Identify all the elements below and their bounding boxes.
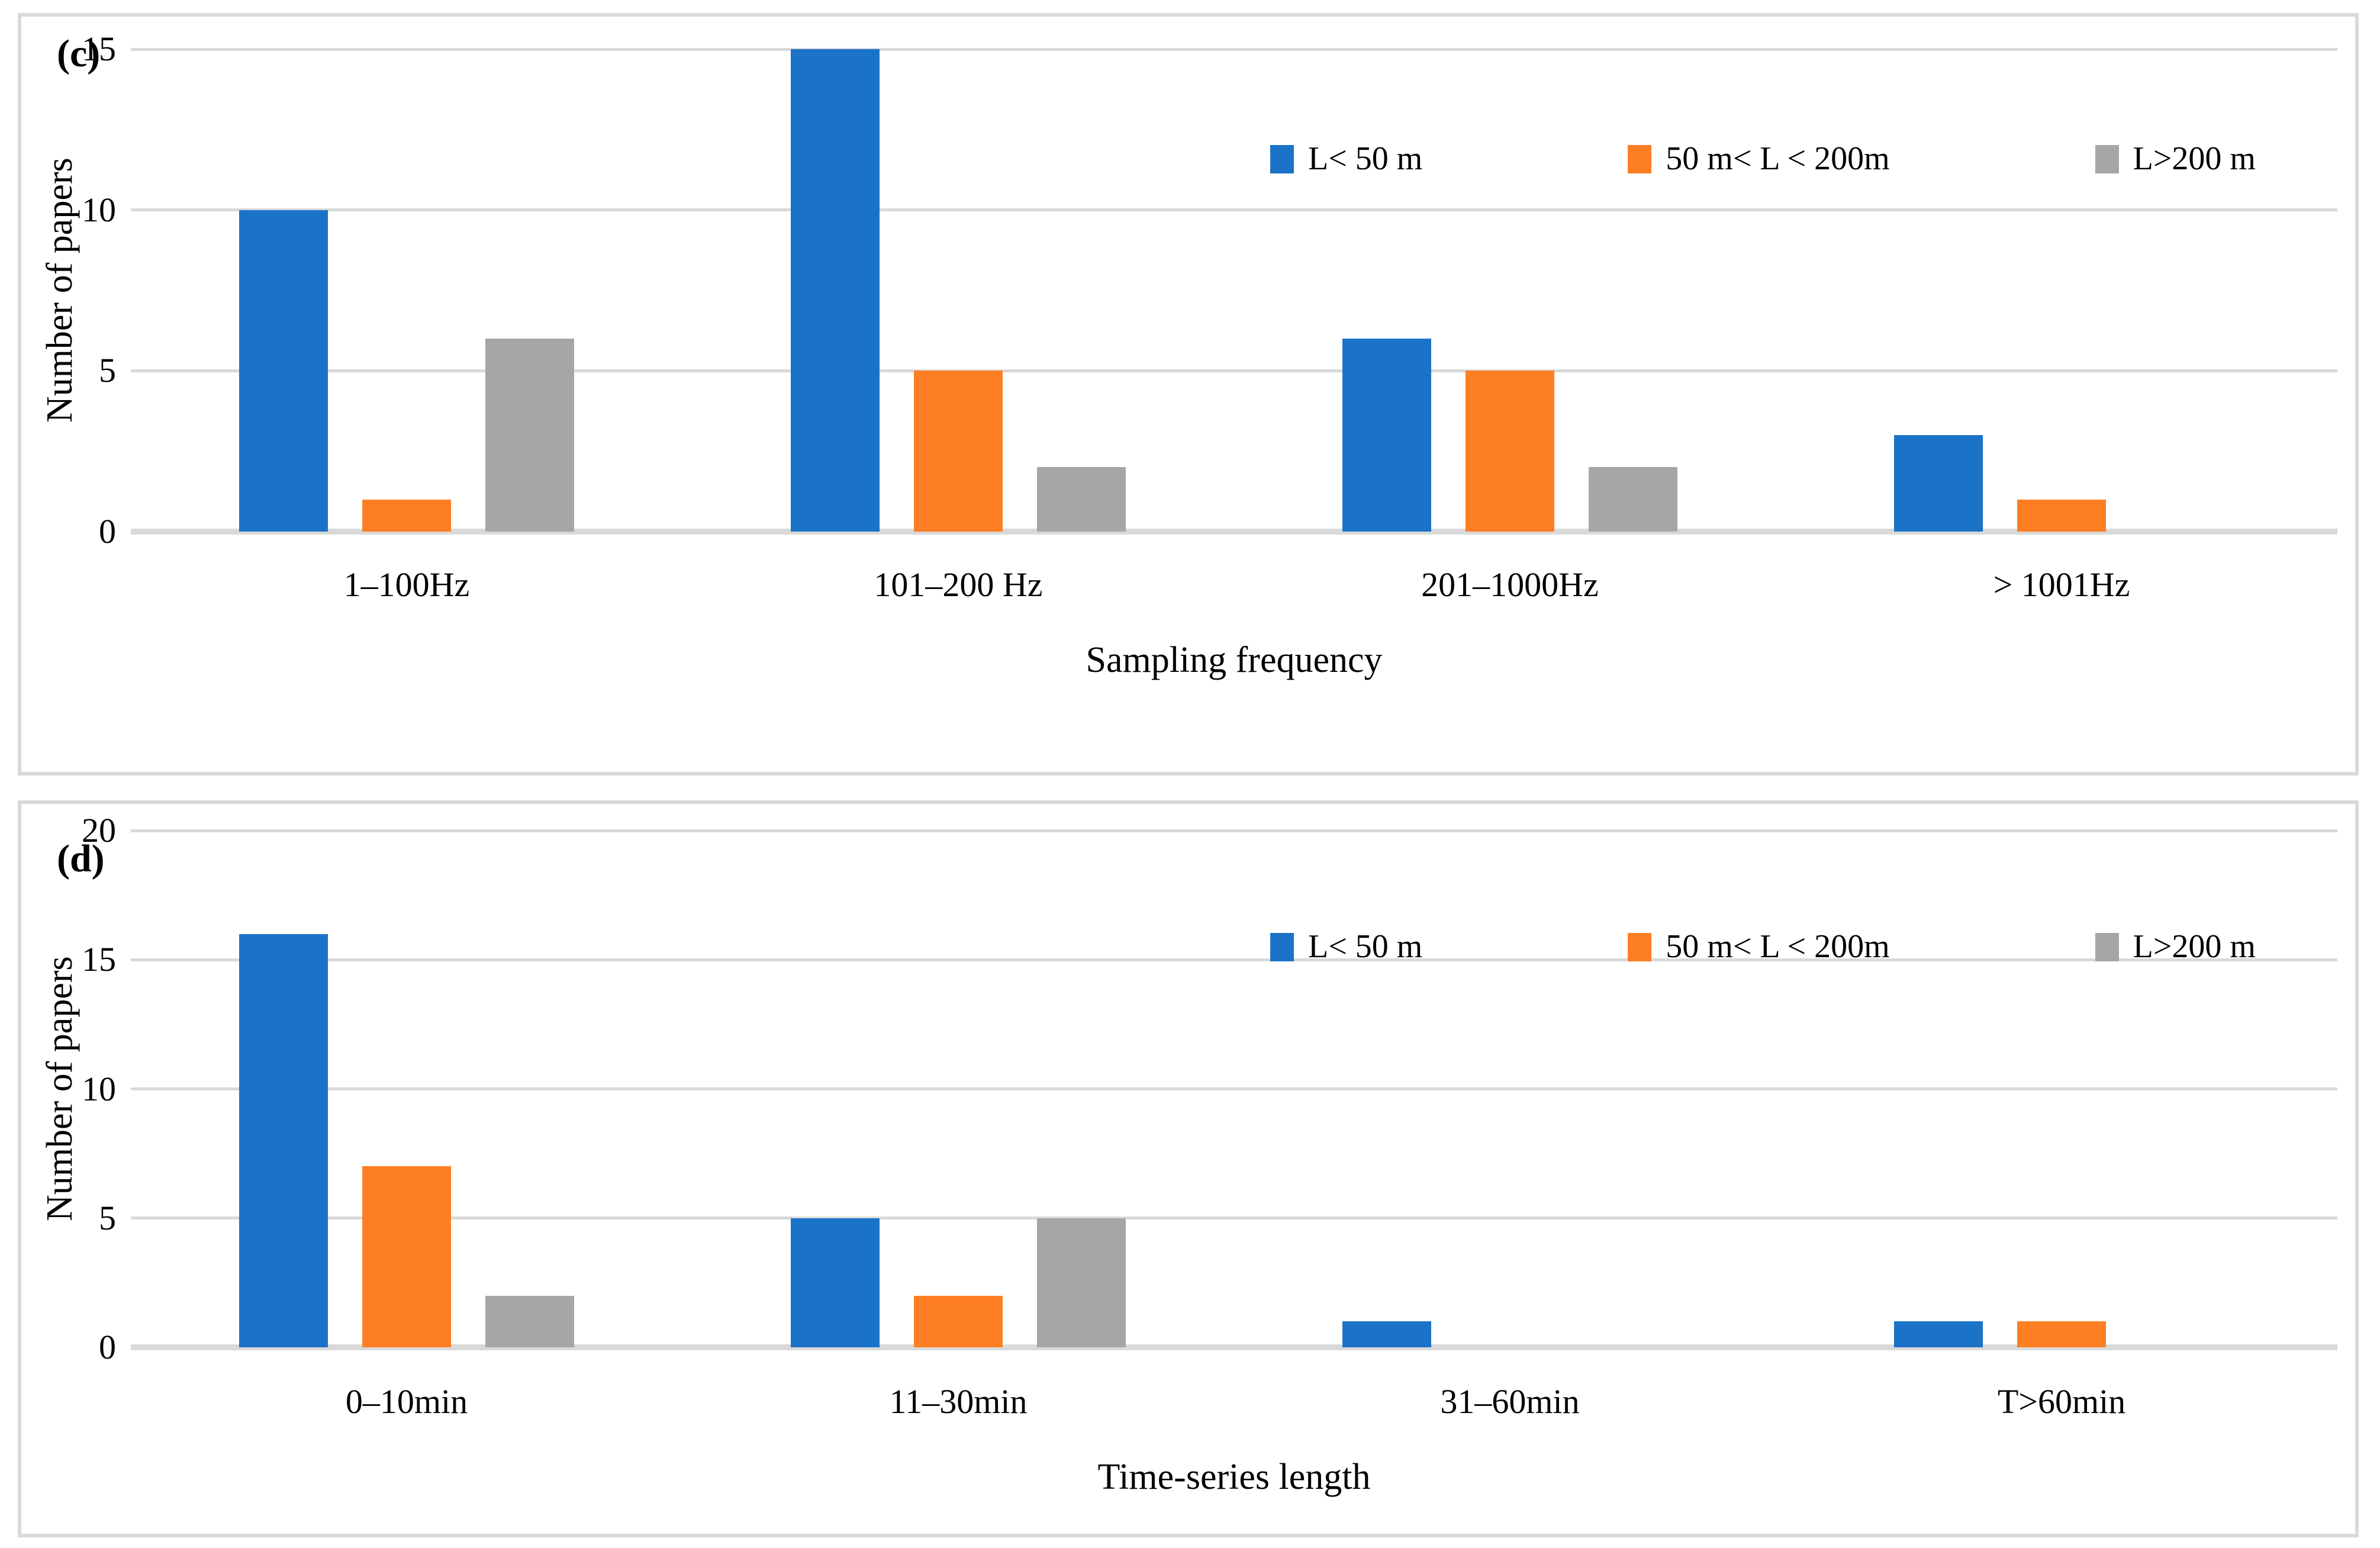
gridline-y10 bbox=[131, 1087, 2337, 1090]
x-tick-label-1: 0–10min bbox=[345, 1382, 468, 1421]
plot-area bbox=[131, 829, 2337, 1350]
bar bbox=[239, 934, 328, 1347]
bar bbox=[2017, 499, 2106, 532]
legend: L< 50 m 50 m< L < 200m L>200 m bbox=[1270, 139, 2256, 180]
bar bbox=[485, 1295, 574, 1347]
bar bbox=[1466, 371, 1554, 532]
legend-item: L>200 m bbox=[2095, 141, 2256, 178]
x-category-labels: 1–100Hz 101–200 Hz 201–1000Hz > 1001Hz bbox=[131, 564, 2337, 606]
bar bbox=[1894, 1321, 1983, 1347]
legend-swatch-icon bbox=[1628, 933, 1652, 961]
gridline-y15 bbox=[131, 958, 2337, 961]
x-tick-label-2: 101–200 Hz bbox=[874, 565, 1043, 604]
x-tick-label-2: 11–30min bbox=[889, 1382, 1028, 1421]
bar-group-2 bbox=[682, 49, 1234, 532]
x-axis-baseline bbox=[131, 1344, 2337, 1350]
x-axis-baseline bbox=[131, 529, 2337, 535]
legend-item: L< 50 m bbox=[1270, 929, 1422, 966]
x-tick-label-4: > 1001Hz bbox=[1993, 565, 2130, 604]
legend-item: 50 m< L < 200m bbox=[1628, 928, 1890, 966]
bar-group-2 bbox=[682, 831, 1234, 1347]
gridline-y5 bbox=[131, 1216, 2337, 1220]
bar bbox=[791, 49, 880, 532]
plot-area bbox=[131, 47, 2337, 535]
y-axis-title: Number of papers bbox=[40, 157, 80, 423]
bar-group-4 bbox=[1786, 831, 2337, 1347]
y-tick-label-0: 0 bbox=[99, 1328, 116, 1366]
bar-group-1 bbox=[131, 831, 682, 1347]
y-tick-label-15: 15 bbox=[82, 30, 116, 68]
panel-d: (d) Number of papers 0–10min 11–30min 31–6… bbox=[18, 800, 2359, 1537]
bar bbox=[362, 1166, 451, 1347]
legend-item: L>200 m bbox=[2095, 929, 2256, 966]
bar bbox=[1037, 467, 1126, 532]
y-tick-label-5: 5 bbox=[99, 351, 116, 390]
bar bbox=[914, 371, 1003, 532]
bar bbox=[485, 339, 574, 532]
legend-label: L>200 m bbox=[2133, 140, 2256, 178]
bar bbox=[239, 210, 328, 532]
x-tick-label-3: 31–60min bbox=[1440, 1382, 1580, 1421]
panel-label-c: (c) bbox=[57, 32, 101, 75]
y-tick-label-15: 15 bbox=[82, 940, 116, 979]
bar bbox=[1589, 467, 1677, 532]
panel-c: (c) Number of papers 1–100Hz 101–200 Hz 20… bbox=[18, 13, 2359, 775]
bar-group-4 bbox=[1786, 49, 2337, 532]
gridline-y10 bbox=[131, 208, 2337, 212]
y-tick-label-0: 0 bbox=[99, 512, 116, 551]
legend-swatch-icon bbox=[2095, 145, 2119, 173]
bar bbox=[1894, 435, 1983, 532]
legend-swatch-icon bbox=[1270, 145, 1294, 173]
bar bbox=[362, 499, 451, 532]
bars-layer bbox=[131, 831, 2337, 1347]
bars-layer bbox=[131, 49, 2337, 532]
gridline-y5 bbox=[131, 369, 2337, 372]
bar bbox=[2017, 1321, 2106, 1347]
x-tick-label-4: T>60min bbox=[1997, 1382, 2126, 1421]
legend-label: L< 50 m bbox=[1308, 928, 1423, 966]
bar bbox=[791, 1218, 880, 1347]
bar-group-1 bbox=[131, 49, 682, 532]
y-tick-label-10: 10 bbox=[82, 1069, 116, 1108]
legend-label: 50 m< L < 200m bbox=[1666, 928, 1890, 966]
bar bbox=[1037, 1218, 1126, 1347]
bar-group-3 bbox=[1234, 831, 1786, 1347]
gridline-y15 bbox=[131, 47, 2337, 51]
legend-swatch-icon bbox=[1270, 933, 1294, 961]
gridline-y20 bbox=[131, 829, 2337, 832]
y-tick-label-20: 20 bbox=[82, 811, 116, 849]
legend-item: 50 m< L < 200m bbox=[1628, 140, 1890, 178]
y-tick-label-5: 5 bbox=[99, 1198, 116, 1237]
bar bbox=[1342, 339, 1431, 532]
x-axis-title: Time-series length bbox=[1097, 1457, 1371, 1497]
x-category-labels: 0–10min 11–30min 31–60min T>60min bbox=[131, 1381, 2337, 1423]
legend-label: 50 m< L < 200m bbox=[1666, 140, 1890, 178]
x-tick-label-1: 1–100Hz bbox=[343, 565, 470, 604]
legend: L< 50 m 50 m< L < 200m L>200 m bbox=[1270, 926, 2256, 968]
bar bbox=[914, 1295, 1003, 1347]
panel-label-d: (d) bbox=[57, 837, 105, 880]
bar-group-3 bbox=[1234, 49, 1786, 532]
bar bbox=[1342, 1321, 1431, 1347]
x-tick-label-3: 201–1000Hz bbox=[1421, 565, 1599, 604]
y-tick-label-10: 10 bbox=[82, 190, 116, 229]
x-axis-title: Sampling frequency bbox=[1086, 640, 1383, 680]
legend-swatch-icon bbox=[1628, 145, 1652, 173]
legend-label: L< 50 m bbox=[1308, 140, 1423, 178]
legend-label: L>200 m bbox=[2133, 928, 2256, 966]
legend-item: L< 50 m bbox=[1270, 141, 1422, 178]
legend-swatch-icon bbox=[2095, 933, 2119, 961]
